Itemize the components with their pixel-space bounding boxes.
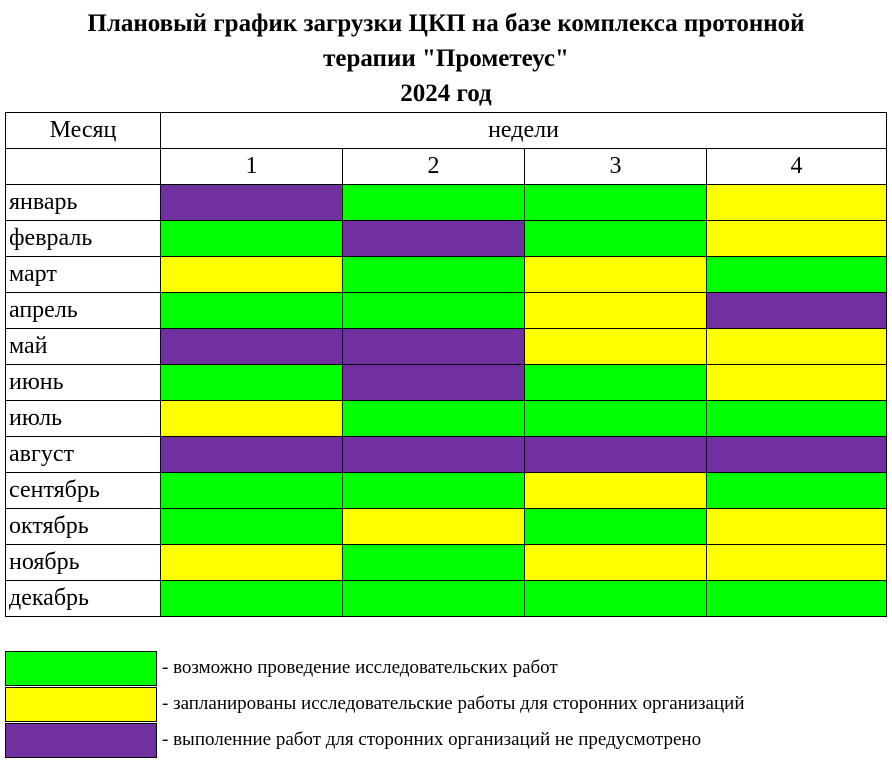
month-name: март: [5, 256, 161, 293]
month-name: ноябрь: [5, 544, 161, 581]
status-cell: [160, 364, 343, 401]
status-cell: [342, 256, 525, 293]
week-number: 1: [160, 148, 343, 185]
status-cell: [706, 292, 887, 329]
month-name: декабрь: [5, 580, 161, 617]
status-cell: [160, 220, 343, 257]
status-cell: [160, 184, 343, 221]
month-header: Месяц: [5, 112, 161, 149]
status-cell: [706, 544, 887, 581]
legend-swatch: [5, 650, 157, 686]
status-cell: [524, 220, 707, 257]
status-cell: [524, 544, 707, 581]
month-name: сентябрь: [5, 472, 161, 509]
month-name: октябрь: [5, 508, 161, 545]
month-row: декабрь: [5, 580, 887, 617]
title-line: Плановый график загрузки ЦКП на базе ком…: [87, 10, 805, 37]
week-number: 3: [524, 148, 707, 185]
month-row: ноябрь: [5, 544, 887, 581]
month-row: апрель: [5, 292, 887, 329]
status-cell: [160, 328, 343, 365]
status-cell: [160, 292, 343, 329]
title-line: терапии "Прометеус": [323, 45, 569, 72]
status-cell: [524, 292, 707, 329]
legend-item: - возможно проведение исследовательских …: [5, 650, 745, 686]
status-cell: [524, 580, 707, 617]
status-cell: [342, 328, 525, 365]
status-cell: [160, 436, 343, 473]
status-cell: [706, 364, 887, 401]
status-cell: [524, 508, 707, 545]
legend-item: - выполенние работ для сторонних организ…: [5, 722, 745, 758]
month-name: август: [5, 436, 161, 473]
status-cell: [342, 544, 525, 581]
status-cell: [706, 256, 887, 293]
status-cell: [706, 220, 887, 257]
status-cell: [706, 400, 887, 437]
status-cell: [524, 472, 707, 509]
weeks-header: недели: [160, 112, 887, 149]
status-cell: [706, 472, 887, 509]
month-row: июнь: [5, 364, 887, 401]
month-name: июнь: [5, 364, 161, 401]
month-row: август: [5, 436, 887, 473]
status-cell: [160, 508, 343, 545]
title: Плановый график загрузки ЦКП на базе ком…: [0, 6, 892, 111]
status-cell: [342, 364, 525, 401]
legend-label: - запланированы исследовательские работы…: [162, 693, 745, 714]
empty-cell: [5, 148, 161, 185]
status-cell: [342, 220, 525, 257]
week-number: 2: [342, 148, 525, 185]
status-cell: [342, 580, 525, 617]
month-name: февраль: [5, 220, 161, 257]
status-cell: [342, 472, 525, 509]
status-cell: [524, 328, 707, 365]
status-cell: [706, 436, 887, 473]
status-cell: [706, 184, 887, 221]
status-cell: [342, 400, 525, 437]
status-cell: [706, 328, 887, 365]
month-name: апрель: [5, 292, 161, 329]
status-cell: [524, 400, 707, 437]
legend: - возможно проведение исследовательских …: [5, 650, 745, 758]
month-row: февраль: [5, 220, 887, 257]
status-cell: [524, 256, 707, 293]
month-row: май: [5, 328, 887, 365]
status-cell: [342, 436, 525, 473]
month-row: октябрь: [5, 508, 887, 545]
legend-item: - запланированы исследовательские работы…: [5, 686, 745, 722]
title-line: 2024 год: [400, 80, 492, 107]
month-name: январь: [5, 184, 161, 221]
month-row: январь: [5, 184, 887, 221]
status-cell: [524, 436, 707, 473]
month-row: сентябрь: [5, 472, 887, 509]
week-number: 4: [706, 148, 887, 185]
status-cell: [160, 580, 343, 617]
status-cell: [160, 400, 343, 437]
status-cell: [160, 256, 343, 293]
month-row: июль: [5, 400, 887, 437]
status-cell: [342, 184, 525, 221]
legend-swatch: [5, 722, 157, 758]
status-cell: [524, 364, 707, 401]
month-name: июль: [5, 400, 161, 437]
status-cell: [706, 508, 887, 545]
legend-swatch: [5, 686, 157, 722]
status-cell: [342, 292, 525, 329]
status-cell: [706, 580, 887, 617]
month-name: май: [5, 328, 161, 365]
legend-label: - выполенние работ для сторонних организ…: [162, 729, 702, 750]
status-cell: [160, 544, 343, 581]
legend-label: - возможно проведение исследовательских …: [162, 657, 558, 678]
month-row: март: [5, 256, 887, 293]
status-cell: [160, 472, 343, 509]
status-cell: [524, 184, 707, 221]
status-cell: [342, 508, 525, 545]
